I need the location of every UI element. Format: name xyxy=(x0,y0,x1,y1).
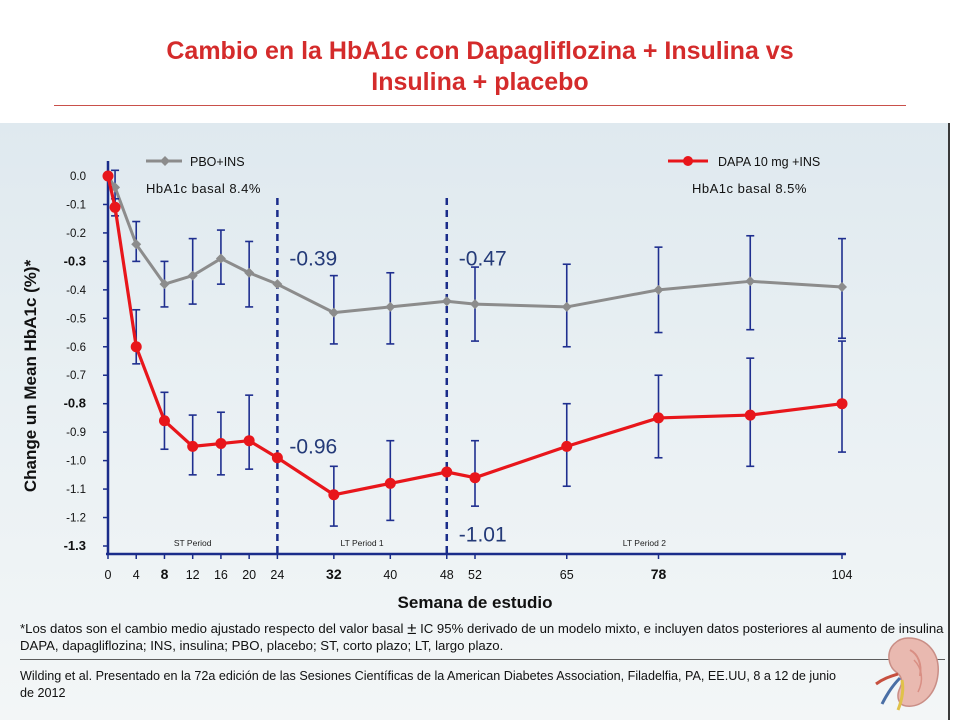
y-tick-label: -1.2 xyxy=(66,513,86,525)
x-tick-label: 104 xyxy=(832,568,853,582)
value-annotation: -1.01 xyxy=(459,524,507,547)
legend-label: PBO+INS xyxy=(190,155,245,169)
y-tick-label: -0.5 xyxy=(66,313,86,325)
dapa-data-point xyxy=(130,341,142,353)
y-tick-label: -0.6 xyxy=(66,342,86,354)
x-tick-label: 32 xyxy=(326,566,342,582)
y-tick-label: -0.7 xyxy=(66,370,86,382)
pbo-data-point xyxy=(244,267,255,278)
dapa-data-point xyxy=(158,415,170,427)
dapa-data-point xyxy=(243,435,255,447)
pbo-series-line xyxy=(106,175,843,315)
x-tick-label: 48 xyxy=(440,568,454,582)
y-tick-label: -0.1 xyxy=(66,199,86,211)
x-tick-label: 24 xyxy=(270,568,284,582)
period-label: LT Period 1 xyxy=(340,538,383,548)
y-tick-label: -0.3 xyxy=(64,253,86,268)
pbo-data-point xyxy=(272,279,283,290)
dapa-data-point xyxy=(384,477,396,489)
y-tick-label: -0.8 xyxy=(64,396,86,411)
x-tick-label: 52 xyxy=(468,568,482,582)
x-tick-label: 0 xyxy=(105,568,112,582)
y-axis-title: Change un Mean HbA1c (%)* xyxy=(21,259,40,492)
kidney-logo-icon xyxy=(875,637,939,711)
pbo-data-point xyxy=(653,284,664,295)
y-tick-label: -0.9 xyxy=(66,427,86,439)
value-annotation: -0.96 xyxy=(289,436,337,459)
value-annotation: -0.39 xyxy=(289,248,337,271)
x-axis-title: Semana de estudio xyxy=(398,593,553,612)
slide-title: Cambio en la HbA1c con Dapagliflozina + … xyxy=(0,36,960,98)
legend-label: DAPA 10 mg +INS xyxy=(718,155,820,169)
x-tick-label: 4 xyxy=(133,568,140,582)
reference-separator xyxy=(20,659,945,660)
dapa-data-point xyxy=(744,409,756,421)
pbo-data-point xyxy=(131,239,142,250)
pbo-data-point xyxy=(385,301,396,312)
dapa-data-point xyxy=(561,440,573,452)
slide-title-line-2: Insulina + placebo xyxy=(371,68,589,96)
dapa-data-point xyxy=(109,201,121,213)
value-annotation: -0.47 xyxy=(459,248,507,271)
pbo-data-point xyxy=(470,299,480,310)
y-tick-label: -1.0 xyxy=(66,456,86,468)
pbo-data-point xyxy=(328,307,339,318)
legend-marker-circle xyxy=(683,156,693,166)
pbo-data-point xyxy=(561,301,572,312)
dapa-data-point xyxy=(271,452,283,464)
x-tick-label: 65 xyxy=(560,568,574,582)
x-tick-label: 78 xyxy=(651,566,667,582)
pbo-data-point xyxy=(745,276,756,287)
title-underline xyxy=(54,105,906,106)
footnote-text-2: IC 95% derivado de un modelo mixto, e in… xyxy=(20,621,944,653)
period-label: ST Period xyxy=(174,538,212,548)
x-tick-label: 40 xyxy=(383,568,397,582)
y-tick-label: -0.2 xyxy=(66,228,86,240)
right-edge-strip xyxy=(948,123,960,720)
x-tick-label: 20 xyxy=(242,568,256,582)
y-tick-label: 0.0 xyxy=(70,171,86,183)
chart-panel xyxy=(0,123,948,720)
y-tick-label: -0.4 xyxy=(66,285,86,297)
baseline-note-pbo: HbA1c basal 8.4% xyxy=(146,181,261,196)
footnote: *Los datos son el cambio medio ajustado … xyxy=(20,620,945,654)
pbo-data-point xyxy=(187,270,198,281)
dapa-data-point xyxy=(328,489,340,501)
x-tick-label: 16 xyxy=(214,568,228,582)
hba1c-line-chart: 0.0 -0.1 -0.2 -0.3 -0.4 -0.5 -0.6 -0.7 -0.8 -0.9 -… xyxy=(21,155,853,612)
pbo-data-point xyxy=(441,296,452,307)
dapa-data-point xyxy=(653,412,664,424)
dapa-data-point xyxy=(215,438,227,450)
period-label: LT Period 2 xyxy=(623,538,666,548)
x-tick-label: 12 xyxy=(186,568,200,582)
pbo-data-point xyxy=(837,282,847,292)
x-tick-label: 8 xyxy=(161,566,169,582)
y-tick-label: -1.3 xyxy=(64,538,86,553)
dapa-data-point xyxy=(102,170,114,182)
dapa-series-line xyxy=(106,175,843,497)
dapa-data-point xyxy=(469,472,481,484)
footnote-plus-minus: ± xyxy=(407,619,417,638)
reference-citation: Wilding et al. Presentado en la 72a edic… xyxy=(20,669,837,700)
baseline-note-dapa: HbA1c basal 8.5% xyxy=(692,181,807,196)
dapa-data-point xyxy=(836,398,848,410)
y-tick-label: -1.1 xyxy=(66,484,86,496)
dapa-data-point xyxy=(187,440,199,452)
pbo-data-point xyxy=(159,279,170,290)
footnote-text-1: *Los datos son el cambio medio ajustado … xyxy=(20,621,404,636)
legend-marker-diamond xyxy=(160,156,170,166)
slide-title-line-1: Cambio en la HbA1c con Dapagliflozina + … xyxy=(166,37,794,65)
dapa-data-point xyxy=(441,466,453,478)
